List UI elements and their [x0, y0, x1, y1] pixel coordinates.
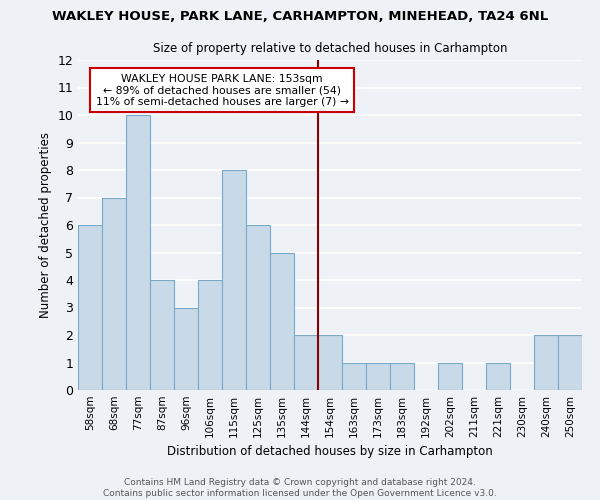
Bar	[126, 115, 150, 390]
Text: Contains HM Land Registry data © Crown copyright and database right 2024.
Contai: Contains HM Land Registry data © Crown c…	[103, 478, 497, 498]
X-axis label: Distribution of detached houses by size in Carhampton: Distribution of detached houses by size …	[167, 446, 493, 458]
Text: WAKLEY HOUSE, PARK LANE, CARHAMPTON, MINEHEAD, TA24 6NL: WAKLEY HOUSE, PARK LANE, CARHAMPTON, MIN…	[52, 10, 548, 23]
Bar	[366, 362, 390, 390]
Title: Size of property relative to detached houses in Carhampton: Size of property relative to detached ho…	[153, 42, 507, 54]
Bar	[342, 362, 366, 390]
Bar	[78, 225, 102, 390]
Bar	[318, 335, 342, 390]
Y-axis label: Number of detached properties: Number of detached properties	[39, 132, 52, 318]
Bar	[294, 335, 318, 390]
Bar	[270, 252, 294, 390]
Bar	[246, 225, 270, 390]
Bar	[222, 170, 246, 390]
Text: WAKLEY HOUSE PARK LANE: 153sqm
← 89% of detached houses are smaller (54)
11% of : WAKLEY HOUSE PARK LANE: 153sqm ← 89% of …	[95, 74, 349, 107]
Bar	[102, 198, 126, 390]
Bar	[150, 280, 174, 390]
Bar	[174, 308, 198, 390]
Bar	[198, 280, 222, 390]
Bar	[438, 362, 462, 390]
Bar	[534, 335, 558, 390]
Bar	[558, 335, 582, 390]
Bar	[390, 362, 414, 390]
Bar	[486, 362, 510, 390]
